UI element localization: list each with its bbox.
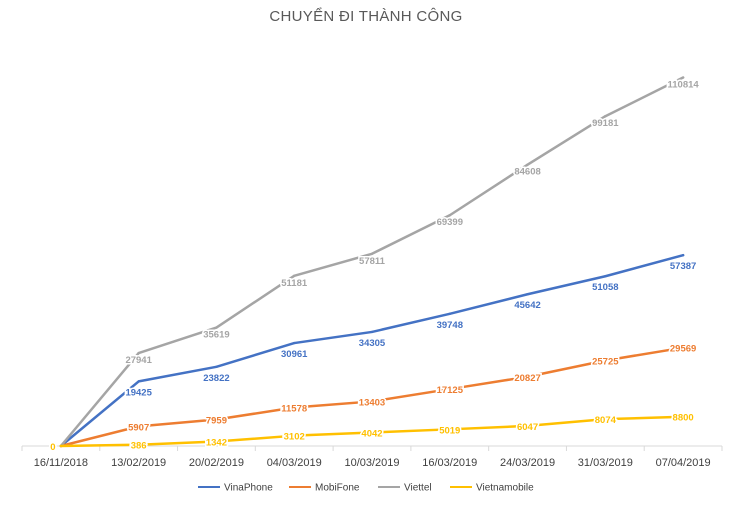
data-point-mobifone [681,346,685,349]
data-label-vinaphone: 0 [50,442,55,453]
data-point-viettel [526,163,529,166]
data-point-vietnamobile [370,431,374,434]
x-tick-label: 24/03/2019 [500,457,555,469]
data-label-viettel: 35619 [203,330,229,341]
data-point-vinaphone [137,380,140,383]
data-label-mobifone: 29569 [670,344,696,355]
data-point-mobifone [137,425,140,428]
data-label-vietnamobile: 0 [50,442,55,453]
data-label-vinaphone: 51058 [592,282,618,293]
data-label-viettel: 69399 [437,217,463,228]
data-point-vinaphone [448,312,451,316]
data-point-viettel [137,351,140,355]
x-tick-label: 31/03/2019 [578,457,633,469]
data-point-mobifone [448,387,451,391]
data-label-viettel: 99181 [592,118,619,129]
data-label-viettel: 51181 [281,278,308,289]
data-label-vietnamobile: 8800 [673,413,694,424]
data-label-mobifone: 17125 [437,385,464,396]
data-label-mobifone: 5907 [128,422,149,433]
data-label-viettel: 57811 [359,256,386,267]
data-point-vinaphone [681,253,685,257]
data-label-vinaphone: 45642 [514,300,540,311]
legend-label-vietnamobile: Vietnamobile [476,483,534,494]
data-label-viettel: 84608 [514,167,540,178]
data-label-vietnamobile: 8074 [595,415,617,426]
x-tick-label: 20/02/2019 [189,457,244,469]
data-point-mobifone [604,359,607,362]
data-label-vinaphone: 57387 [670,261,696,272]
data-point-vietnamobile [526,424,529,428]
data-label-vietnamobile: 1342 [206,438,227,449]
data-point-viettel [681,76,685,79]
data-label-viettel: 110814 [668,80,700,91]
x-tick-label: 10/03/2019 [344,457,399,469]
data-label-mobifone: 20827 [514,373,540,384]
data-point-mobifone [526,375,529,378]
data-label-mobifone: 0 [50,442,55,453]
chart-title: CHUYỂN ĐI THÀNH CÔNG [269,8,463,25]
data-point-mobifone [293,406,296,409]
data-label-mobifone: 13403 [359,397,385,408]
data-point-viettel [448,214,451,217]
series-line-vinaphone [59,253,685,448]
data-label-vinaphone: 19425 [125,387,152,398]
data-label-vietnamobile: 386 [131,441,147,452]
legend-label-mobifone: MobiFone [315,483,360,494]
x-tick-label: 13/02/2019 [111,457,166,469]
data-label-mobifone: 25725 [592,356,619,367]
legend-label-vinaphone: VinaPhone [224,483,273,494]
data-label-vietnamobile: 4042 [361,429,382,440]
data-label-viettel: 0 [50,442,55,453]
data-point-vinaphone [604,275,607,278]
data-label-vinaphone: 39748 [437,320,463,331]
data-point-viettel [215,326,218,329]
data-label-vinaphone: 34305 [359,338,386,349]
data-point-vinaphone [370,330,374,334]
legend-label-viettel: Viettel [404,483,432,494]
data-point-vietnamobile [215,440,218,443]
data-point-vietnamobile [448,428,451,431]
data-label-vietnamobile: 5019 [439,425,460,436]
data-point-vinaphone [526,293,529,296]
data-point-viettel [370,252,374,255]
data-point-vietnamobile [604,417,607,421]
data-point-vietnamobile [137,443,140,446]
data-label-vietnamobile: 6047 [517,422,538,433]
data-point-vietnamobile [59,444,63,448]
data-point-mobifone [215,418,218,421]
data-label-mobifone: 11578 [281,404,307,415]
x-tick-label: 16/11/2018 [34,457,88,469]
data-label-vinaphone: 30961 [281,349,308,360]
x-tick-label: 07/04/2019 [656,457,711,469]
data-point-vietnamobile [681,415,685,418]
x-tick-label: 04/03/2019 [267,457,322,469]
data-label-vinaphone: 23822 [203,373,229,384]
data-label-vietnamobile: 3102 [284,432,305,443]
data-point-viettel [293,274,296,278]
data-point-vinaphone [215,365,218,368]
data-point-vietnamobile [293,434,296,437]
x-tick-label: 16/03/2019 [422,457,477,469]
data-label-mobifone: 7959 [206,416,227,427]
data-point-viettel [604,115,607,118]
data-point-mobifone [370,400,374,403]
data-point-vinaphone [293,341,296,345]
data-label-viettel: 27941 [125,355,152,366]
